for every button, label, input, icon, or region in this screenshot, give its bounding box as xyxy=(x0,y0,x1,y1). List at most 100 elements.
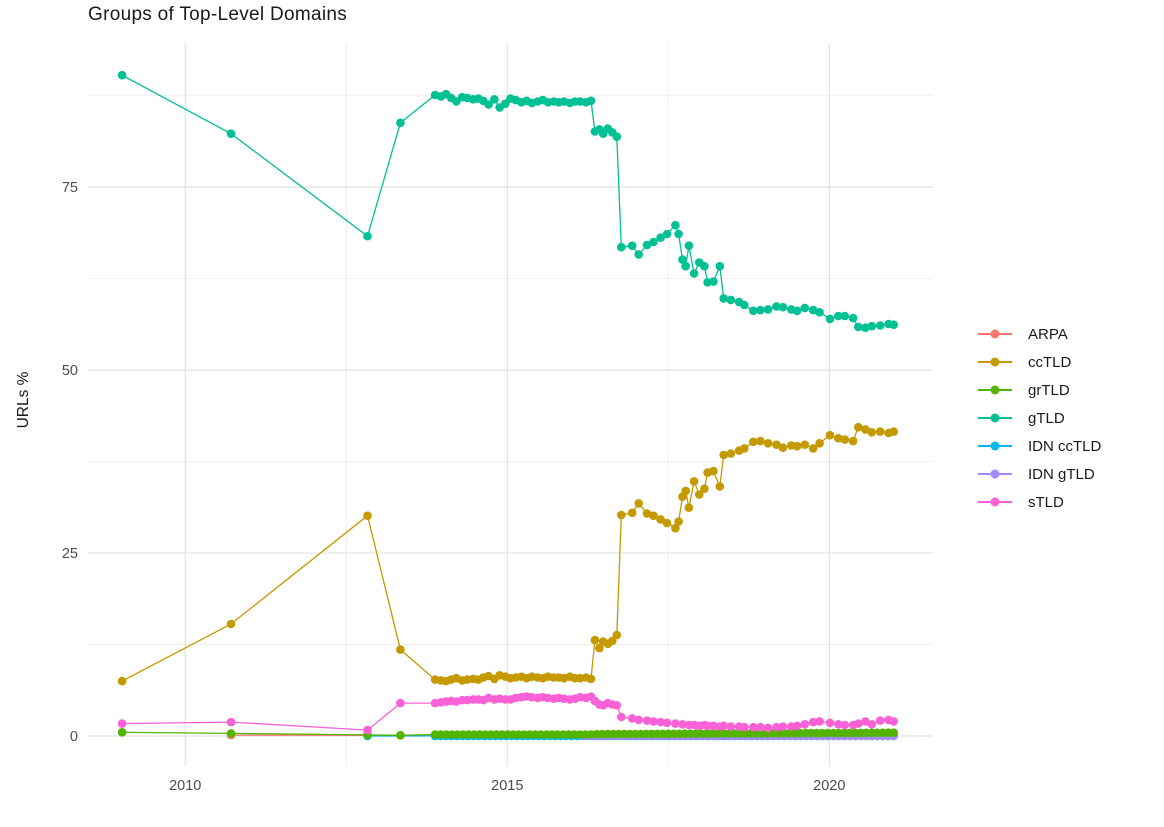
series-point-cctld xyxy=(800,440,810,450)
series-point-gtld xyxy=(586,96,596,106)
series-point-cctld xyxy=(875,427,885,436)
series-point-cctld xyxy=(808,444,818,453)
series-point-cctld xyxy=(226,619,236,629)
legend-dot-icon xyxy=(990,329,1000,339)
series-point-cctld xyxy=(848,436,858,446)
series-point-cctld xyxy=(719,450,728,460)
series-point-cctld xyxy=(363,511,372,520)
series-point-stld xyxy=(825,718,835,728)
series-point-stld xyxy=(749,722,758,732)
series-point-gtld xyxy=(674,229,683,239)
series-point-cctld xyxy=(617,510,626,520)
legend-label: ARPA xyxy=(1028,325,1068,343)
series-point-cctld xyxy=(772,440,781,450)
series-point-stld xyxy=(719,721,728,731)
series-point-stld xyxy=(834,720,843,729)
series-point-stld xyxy=(726,722,736,731)
series-point-cctld xyxy=(684,503,694,512)
series-line-cctld xyxy=(121,426,894,682)
series-point-stld xyxy=(642,716,652,725)
series-point-cctld xyxy=(586,674,596,684)
series-point-cctld xyxy=(825,430,835,440)
series-point-gtld xyxy=(715,261,725,271)
series-point-gtld xyxy=(825,314,835,324)
legend-key-icon xyxy=(978,357,1012,367)
series-point-gtld xyxy=(889,320,898,330)
legend-item-idn-gtld: IDN gTLD xyxy=(978,460,1101,488)
series-point-stld xyxy=(117,719,127,728)
series-point-cctld xyxy=(792,441,802,451)
series-point-gtld xyxy=(700,261,709,271)
series-point-stld xyxy=(226,717,236,727)
series-point-cctld xyxy=(709,466,718,476)
series-point-cctld xyxy=(649,511,658,520)
series-point-stld xyxy=(800,720,810,729)
series-point-stld xyxy=(808,717,818,727)
series-point-stld xyxy=(656,717,665,727)
series-point-gtld xyxy=(709,277,718,286)
series-point-stld xyxy=(875,716,885,725)
series-point-gtld xyxy=(642,240,652,250)
series-point-gtld xyxy=(848,313,858,323)
series-point-gtld xyxy=(656,233,665,242)
series-point-cctld xyxy=(681,486,690,496)
series-point-grtld xyxy=(889,728,898,737)
legend-dot-icon xyxy=(990,469,1000,479)
series-point-stld xyxy=(671,719,680,728)
legend: ARPA ccTLD grTLD gTLD IDN ccTLD IDN gTLD sTLD xyxy=(978,320,1101,516)
series-point-gtld xyxy=(756,305,765,315)
series-point-stld xyxy=(649,717,658,726)
series-point-gtld xyxy=(662,229,672,239)
y-tick-label: 25 xyxy=(62,546,78,562)
series-point-gtld xyxy=(634,250,643,259)
series-point-cctld xyxy=(662,518,672,528)
series-point-cctld xyxy=(595,643,604,653)
series-point-cctld xyxy=(834,433,843,443)
series-point-stld xyxy=(627,714,637,723)
series-point-stld xyxy=(763,723,773,733)
series-point-gtld xyxy=(396,118,405,128)
series-point-cctld xyxy=(700,484,709,494)
legend-label: ccTLD xyxy=(1028,353,1072,371)
x-tick-label: 2015 xyxy=(491,778,523,794)
legend-item-stld: sTLD xyxy=(978,488,1101,516)
series-point-gtld xyxy=(627,241,637,250)
chart-title: Groups of Top-Level Domains xyxy=(88,4,348,25)
legend-label: IDN ccTLD xyxy=(1028,437,1102,455)
legend-dot-icon xyxy=(990,497,1000,507)
series-point-cctld xyxy=(590,635,600,645)
series-point-grtld xyxy=(396,731,405,740)
series-point-cctld xyxy=(749,437,758,447)
legend-key-icon xyxy=(978,385,1012,395)
series-point-stld xyxy=(612,701,622,710)
series-point-cctld xyxy=(867,428,877,437)
series-point-gtld xyxy=(117,70,127,80)
series-point-stld xyxy=(854,719,863,728)
series-point-grtld xyxy=(226,729,236,738)
series-point-stld xyxy=(772,722,781,732)
series-point-cctld xyxy=(889,427,898,436)
series-point-gtld xyxy=(840,311,850,321)
series-point-gtld xyxy=(719,294,728,303)
series-point-cctld xyxy=(674,517,683,526)
y-tick-label: 0 xyxy=(70,729,78,745)
series-point-cctld xyxy=(726,449,736,458)
series-point-cctld xyxy=(694,490,704,499)
series-point-cctld xyxy=(763,439,773,448)
series-point-gtld xyxy=(875,321,885,330)
series-point-cctld xyxy=(627,508,637,518)
series-point-stld xyxy=(867,720,877,729)
series-point-cctld xyxy=(740,444,749,453)
series-point-cctld xyxy=(815,439,824,448)
series-point-stld xyxy=(634,715,643,725)
series-point-gtld xyxy=(490,95,499,104)
series-point-cctld xyxy=(715,482,725,491)
series-point-gtld xyxy=(749,306,758,316)
series-point-gtld xyxy=(763,305,773,314)
series-point-cctld xyxy=(861,425,870,434)
series-point-cctld xyxy=(671,523,680,533)
series-point-gtld xyxy=(792,306,802,316)
series-line-gtld xyxy=(121,74,894,329)
